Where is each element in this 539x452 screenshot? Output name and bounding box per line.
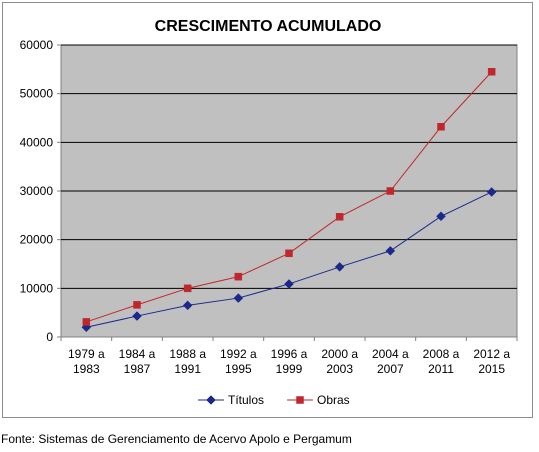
legend-label-obras: Obras [317, 393, 350, 407]
x-tick-label-8: 2012 a 2015 [473, 347, 510, 376]
x-tick-label-0: 1979 a 1983 [68, 347, 105, 376]
point-t-tulos-6 [385, 246, 396, 256]
legend-label-t-tulos: Títulos [228, 393, 264, 407]
chart-frame: CRESCIMENTO ACUMULADO 0 10000 20000 30000 40… [2, 2, 533, 418]
x-tick-label-5: 2000 a 2003 [321, 347, 358, 376]
x-tick-label-2: 1988 a 1991 [169, 347, 206, 376]
x-tick-label-6: 2004 a 2007 [372, 347, 409, 376]
y-tick-label-5: 50000 [20, 87, 54, 101]
y-tick-label-4: 40000 [20, 135, 54, 149]
point-obras-2 [183, 284, 192, 293]
point-obras-6 [386, 187, 395, 195]
point-t-tulos-1 [132, 311, 142, 321]
point-obras-5 [335, 213, 344, 221]
chart-title: CRESCIMENTO ACUMULADO [155, 18, 382, 35]
point-obras-7 [437, 123, 445, 131]
line-chart: CRESCIMENTO ACUMULADO 0 10000 20000 30000 40… [20, 18, 518, 407]
x-tick-label-4: 1996 a 1999 [271, 347, 308, 376]
source-caption: Fonte: Sistemas de Gerenciamento de Acer… [1, 432, 352, 446]
point-obras-8 [487, 68, 496, 76]
y-tick-label-2: 20000 [20, 233, 54, 247]
x-tick-label-7: 2008 a 2011 [423, 347, 460, 376]
legend-marker-obras [296, 396, 304, 404]
y-tick-label-3: 30000 [20, 184, 54, 198]
point-t-tulos-4 [284, 279, 294, 289]
y-tick-label-0: 0 [46, 330, 53, 344]
point-obras-1 [133, 301, 141, 309]
y-tick-label-1: 10000 [20, 281, 54, 295]
point-obras-4 [285, 249, 293, 258]
x-tick-label-3: 1992 a 1995 [220, 347, 257, 376]
point-t-tulos-8 [486, 187, 497, 197]
y-tick-label-6: 60000 [20, 38, 54, 52]
point-t-tulos-7 [436, 211, 446, 222]
point-t-tulos-2 [182, 300, 193, 311]
point-t-tulos-5 [334, 262, 345, 272]
x-tick-label-1: 1984 a 1987 [119, 347, 156, 376]
point-t-tulos-3 [233, 293, 244, 303]
legend-marker-t-tulos [206, 395, 216, 405]
point-obras-3 [234, 272, 243, 281]
point-obras-0 [82, 318, 91, 326]
